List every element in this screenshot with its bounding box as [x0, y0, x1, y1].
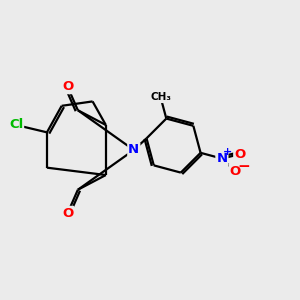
Text: +: + [223, 147, 232, 157]
Text: O: O [230, 165, 241, 178]
Text: O: O [62, 80, 73, 93]
Text: N: N [128, 143, 140, 157]
Text: CH₃: CH₃ [150, 92, 171, 102]
Text: N: N [216, 152, 227, 165]
Text: −: − [238, 159, 250, 174]
Text: O: O [62, 207, 73, 220]
Text: O: O [234, 148, 245, 161]
Text: Cl: Cl [9, 118, 23, 131]
